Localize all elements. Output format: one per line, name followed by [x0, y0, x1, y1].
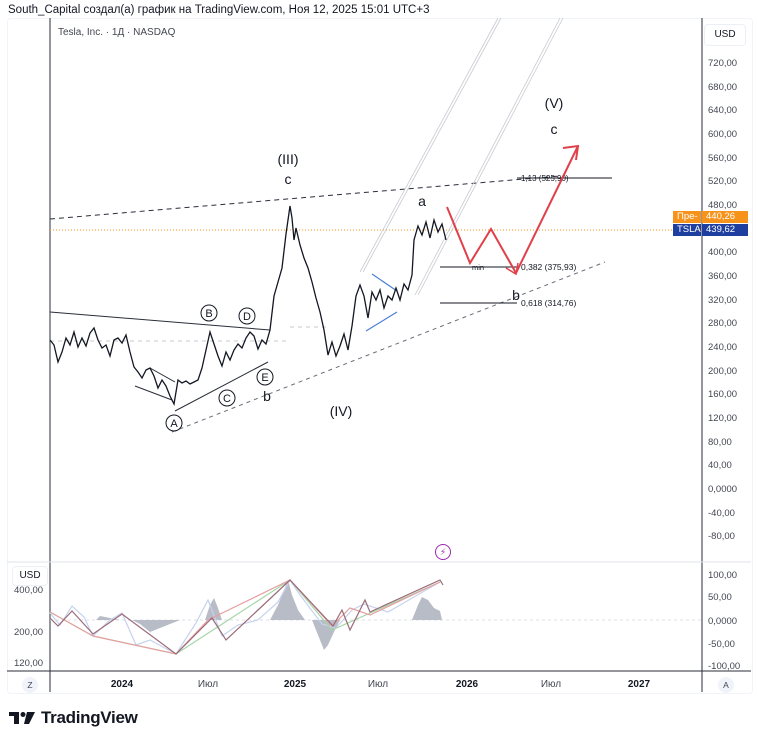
zoom-reset-button[interactable]: Z — [22, 677, 38, 693]
blue-triangle — [365, 273, 398, 332]
wave-label-III: (III) — [278, 151, 299, 167]
svg-text:-80,00: -80,00 — [708, 531, 735, 542]
svg-text:240,00: 240,00 — [708, 342, 737, 353]
x-tick: 2027 — [627, 679, 651, 690]
triangle-upper-line — [49, 311, 271, 331]
svg-text:-50,00: -50,00 — [708, 639, 735, 650]
tradingview-logo-icon — [9, 712, 35, 724]
auto-scale-button[interactable]: A — [718, 677, 734, 693]
channel-lines — [359, 17, 564, 296]
wave-label-b-right: b — [512, 287, 520, 303]
svg-text:-100,00: -100,00 — [708, 661, 740, 672]
x-tick: Июл — [367, 679, 389, 690]
svg-text:40,00: 40,00 — [708, 460, 732, 471]
tri-label-A: A — [170, 418, 178, 430]
y-axis-sub-right: 100,00 50,00 0,0000 -50,00 -100,00 — [708, 570, 740, 672]
svg-text:0,0000: 0,0000 — [708, 484, 737, 495]
svg-text:720,00: 720,00 — [708, 58, 737, 69]
wave-label-a: a — [418, 193, 426, 209]
wave-label-V-c: c — [551, 121, 558, 137]
svg-text:200,00: 200,00 — [708, 366, 737, 377]
fib-label-113: 1,13 (525,90) — [521, 174, 569, 183]
svg-text:120,00: 120,00 — [14, 658, 43, 669]
lower-trendline — [171, 261, 606, 433]
wave-label-III-c: c — [285, 171, 292, 187]
upper-trendline — [49, 175, 561, 220]
currency-button-main[interactable]: USD — [704, 24, 746, 46]
wave-label-b-left: b — [263, 388, 271, 404]
last-price-tag-label: TSLA — [673, 224, 701, 236]
x-tick: Июл — [540, 679, 562, 690]
x-tick: 2025 — [283, 679, 307, 690]
tri-label-E: E — [261, 372, 268, 384]
svg-text:640,00: 640,00 — [708, 105, 737, 116]
tri-label-D: D — [243, 311, 251, 323]
y-axis-sub-left: 400,00 200,00 120,00 — [14, 585, 43, 669]
tradingview-logo[interactable]: TradingView — [9, 708, 138, 728]
chart-caption: South_Capital создал(а) график на Tradin… — [8, 4, 430, 16]
chart-frame — [7, 18, 753, 694]
svg-text:360,00: 360,00 — [708, 271, 737, 282]
svg-text:400,00: 400,00 — [708, 247, 737, 258]
svg-text:600,00: 600,00 — [708, 129, 737, 140]
svg-text:560,00: 560,00 — [708, 153, 737, 164]
svg-text:400,00: 400,00 — [14, 585, 43, 596]
svg-text:120,00: 120,00 — [708, 413, 737, 424]
last-price-tag-value: 439,62 — [702, 224, 748, 236]
tri-label-C: C — [223, 393, 231, 405]
min-label: min — [472, 263, 484, 272]
svg-text:680,00: 680,00 — [708, 82, 737, 93]
x-tick: Июл — [197, 679, 219, 690]
sub-lines — [49, 578, 444, 655]
svg-text:100,00: 100,00 — [708, 570, 737, 581]
svg-text:520,00: 520,00 — [708, 176, 737, 187]
currency-button-sub[interactable]: USD — [12, 566, 48, 586]
triangle-lower-line — [174, 361, 269, 412]
x-tick: 2024 — [110, 679, 134, 690]
fib-label-0618: 0,618 (314,76) — [521, 298, 576, 308]
wave-label-V: (V) — [545, 95, 564, 111]
svg-text:200,00: 200,00 — [14, 627, 43, 638]
lightning-icon[interactable]: ⚡ — [435, 544, 451, 560]
x-tick: 2026 — [455, 679, 479, 690]
svg-text:280,00: 280,00 — [708, 318, 737, 329]
fib-label-0382: 0,382 (375,93) — [521, 262, 576, 272]
tradingview-logo-text: TradingView — [41, 708, 138, 727]
svg-text:-40,00: -40,00 — [708, 508, 735, 519]
premarket-tag-value: 440,26 — [702, 211, 748, 223]
svg-text:80,00: 80,00 — [708, 437, 732, 448]
tri-label-B: B — [205, 308, 212, 320]
price-series — [49, 205, 447, 407]
svg-text:160,00: 160,00 — [708, 389, 737, 400]
svg-text:0,0000: 0,0000 — [708, 616, 737, 627]
wave-label-IV: (IV) — [330, 403, 353, 419]
svg-text:320,00: 320,00 — [708, 295, 737, 306]
projected-path — [446, 145, 579, 276]
y-axis-main: 720,00 680,00 640,00 600,00 560,00 520,0… — [708, 58, 737, 542]
svg-text:50,00: 50,00 — [708, 592, 732, 603]
premarket-tag-label: Пре- — [673, 211, 701, 223]
symbol-legend[interactable]: Tesla, Inc. · 1Д · NASDAQ — [58, 27, 176, 38]
svg-text:480,00: 480,00 — [708, 200, 737, 211]
